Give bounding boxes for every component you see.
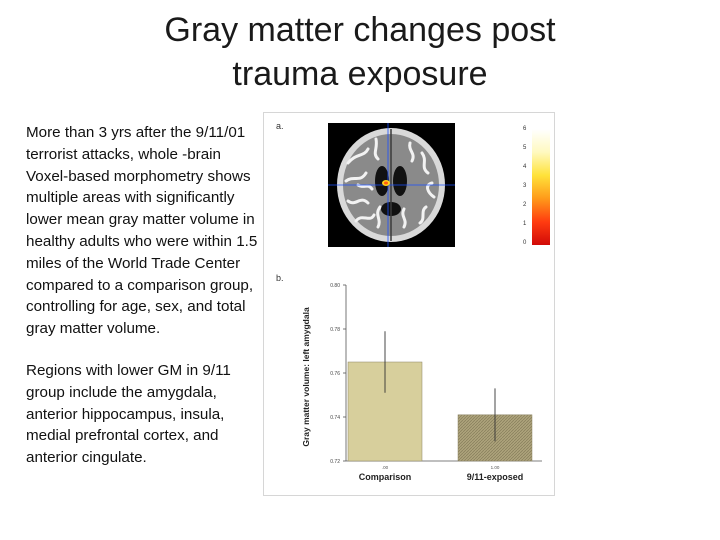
y-tick-label: 0.80 [330, 283, 340, 289]
colorbar-tick-0: 0 [523, 240, 527, 246]
x-tick-code: .00 [382, 465, 389, 470]
figure-panel: a. 6 5 4 3 [263, 112, 555, 496]
x-tick-label: Comparison [359, 472, 412, 482]
colorbar [532, 129, 550, 245]
panel-a-label: a. [276, 121, 284, 131]
paragraph-findings: More than 3 yrs after the 9/11/01 terror… [26, 124, 258, 338]
colorbar-tick-2: 2 [523, 202, 527, 208]
colorbar-tick-1: 1 [523, 221, 527, 227]
title-line-1: Gray matter changes post [164, 11, 556, 49]
colorbar-tick-3: 3 [523, 183, 527, 189]
y-tick-label: 0.74 [330, 415, 340, 421]
panel-b-label: b. [276, 273, 284, 283]
body-text: More than 3 yrs after the 9/11/01 terror… [26, 122, 264, 489]
y-axis-label: Gray matter volume: left amygdala [301, 307, 311, 447]
x-tick-code: 1.00 [491, 465, 500, 470]
paragraph-regions: Regions with lower GM in 9/11 group incl… [26, 361, 231, 467]
y-tick-label: 0.78 [330, 327, 340, 333]
bar-chart: Gray matter volume: left amygdala 0.72 0.… [298, 273, 548, 489]
colorbar-tick-5: 5 [523, 145, 527, 151]
brain-scan-image [328, 123, 455, 247]
slide-title: Gray matter changes post trauma exposure [100, 8, 620, 96]
x-tick-label: 9/11-exposed [467, 472, 524, 482]
colorbar-tick-6: 6 [523, 126, 527, 132]
title-line-2: trauma exposure [232, 55, 488, 93]
y-tick-label: 0.76 [330, 371, 340, 377]
y-tick-label: 0.72 [330, 459, 340, 465]
colorbar-tick-4: 4 [523, 164, 527, 170]
